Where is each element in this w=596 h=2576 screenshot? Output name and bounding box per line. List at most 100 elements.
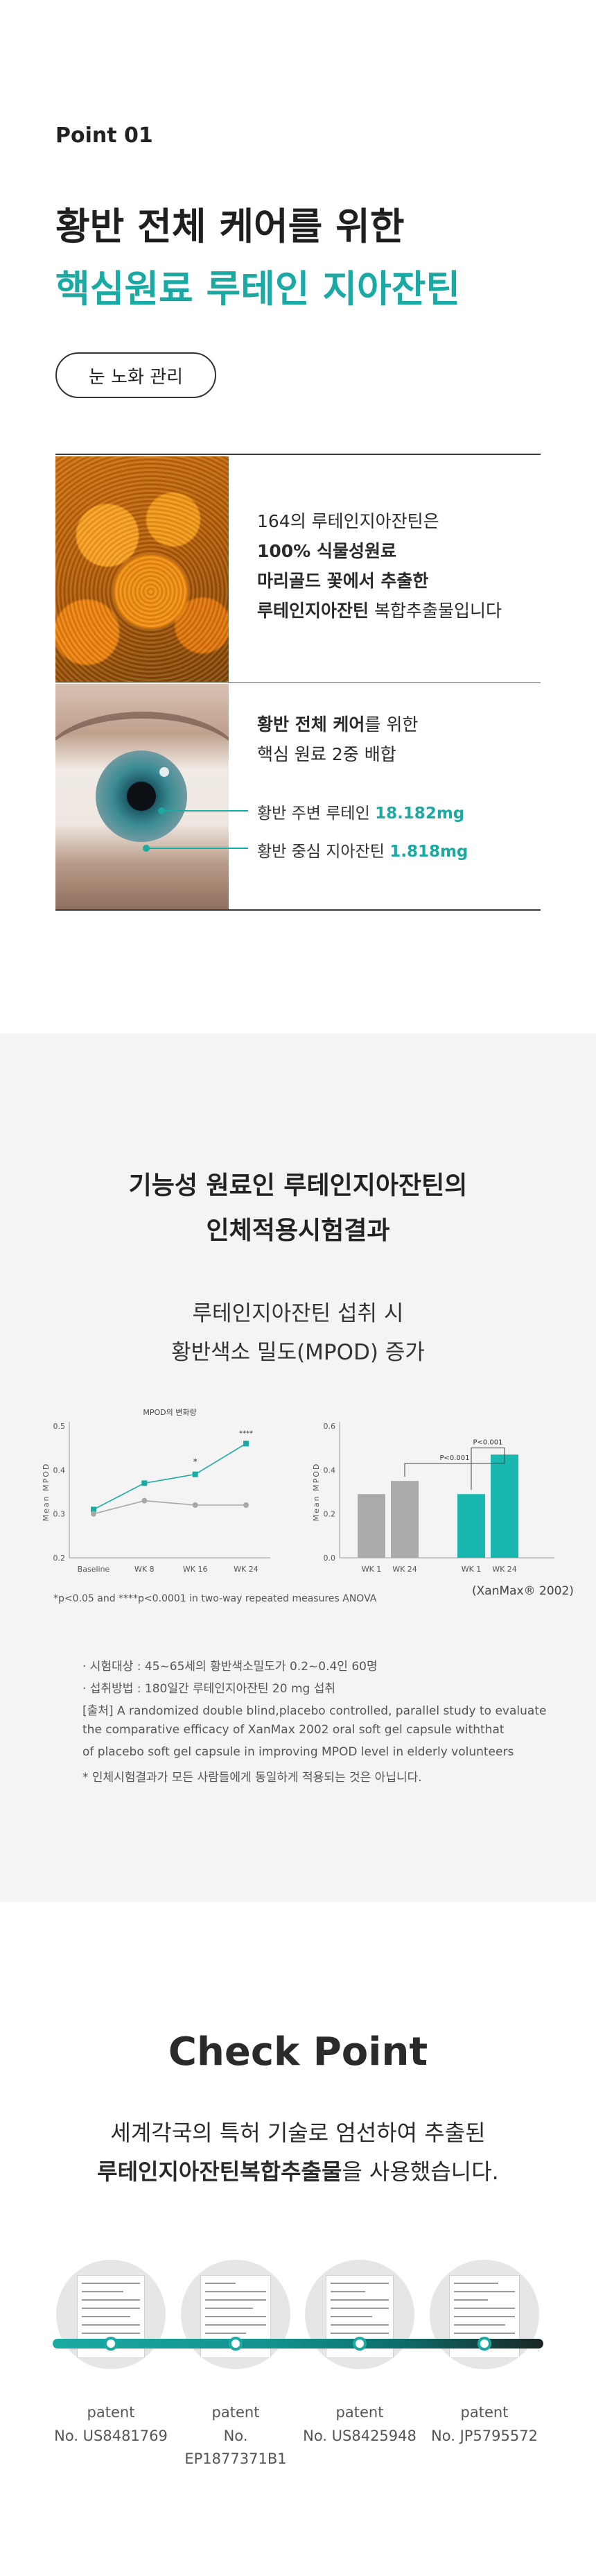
timeline-dot-3 — [353, 2337, 367, 2351]
ingredient-line2: 100% 식물성원료 — [257, 541, 396, 561]
patent-label-3: patent No. US8425948 — [297, 2401, 422, 2448]
eye-aging-tag: 눈 노화 관리 — [55, 352, 216, 398]
bar-chart-y-tick: 0.2 — [324, 1510, 336, 1519]
note-dosage: · 섭취방법 : 180일간 루테인지아잔틴 20 mg 섭취 — [82, 1682, 335, 1696]
bar-chart-annotation: P<0.001 — [439, 1454, 469, 1462]
patent-document-2 — [181, 2260, 290, 2369]
patent-number: No. US8481769 — [54, 2427, 168, 2444]
patent-label-4: patent No. JP5795572 — [422, 2401, 547, 2448]
line-chart-x-tick: WK 24 — [234, 1565, 258, 1574]
patent-document-4 — [430, 2260, 539, 2369]
stat-footnote: *p<0.05 and ****p<0.0001 in two-way repe… — [53, 1593, 377, 1604]
eyelid-shape — [55, 712, 229, 816]
timeline-dot-1 — [104, 2337, 118, 2351]
patent-label-text: patent — [460, 2404, 509, 2421]
line-chart-y-tick: 0.5 — [53, 1422, 66, 1431]
patent-number: No. US8425948 — [303, 2427, 417, 2444]
formula-line1: 황반 전체 케어를 위한 — [257, 714, 419, 735]
line-chart-point — [243, 1502, 249, 1508]
zeaxanthin-leader-dot — [143, 845, 150, 852]
headline-line1: 황반 전체 케어를 위한 — [55, 205, 405, 248]
headline-line2: 핵심원료 루테인 지아잔틴 — [55, 267, 461, 311]
line-chart-point — [91, 1511, 96, 1517]
bar-chart-x-tick: WK 24 — [492, 1565, 517, 1574]
clinical-title-line2: 인체적용시험결과 — [206, 1217, 390, 1245]
formula-text: 황반 전체 케어를 위한 핵심 원료 2중 배합 — [257, 710, 418, 769]
lutein-leader-dot — [158, 807, 165, 814]
formula-line2: 핵심 원료 2중 배합 — [257, 744, 396, 764]
note-subjects: · 시험대상 : 45~65세의 황반색소밀도가 0.2~0.4인 60명 — [82, 1660, 378, 1674]
line-chart-y-label: Mean MPOD — [42, 1463, 51, 1522]
line-chart-point — [192, 1471, 198, 1477]
lutein-leader-line — [161, 810, 248, 812]
bar-chart-bar — [457, 1494, 485, 1558]
line-chart-series-line — [93, 1443, 247, 1511]
mpod-bar-chart: 0.0 0.2 0.4 0.6 Mean MPOD WK 1 WK 24 WK 1 WK 24 P… — [312, 1422, 554, 1574]
line-chart-x-tick: WK 16 — [183, 1565, 208, 1574]
ingredient-line3: 마리골드 꽃에서 추출한 — [257, 571, 429, 591]
bar-chart-x-tick: WK 1 — [462, 1565, 482, 1574]
line-chart-y-tick: 0.2 — [53, 1554, 66, 1563]
lutein-callout: 황반 주변 루테인 18.182mg — [257, 805, 465, 823]
eye-photo — [55, 684, 229, 909]
line-chart-title: MPOD의 변화량 — [143, 1408, 196, 1417]
line-chart-annotation: **** — [239, 1429, 253, 1437]
bar-chart-x-tick: WK 1 — [362, 1565, 382, 1574]
patent-label-text: patent — [335, 2404, 384, 2421]
ingredient-line4: 루테인지아잔틴 복합추출물입니다 — [257, 601, 502, 621]
line-chart-series-line — [93, 1500, 246, 1515]
line-chart-point — [141, 1480, 148, 1486]
bar-chart-annotation: P<0.001 — [473, 1439, 502, 1447]
eye-glint — [159, 767, 169, 777]
note-source-1: [출처] A randomized double blind,placebo c… — [82, 1704, 547, 1718]
patent-timeline-bar — [53, 2339, 543, 2349]
timeline-dot-4 — [477, 2337, 491, 2351]
clinical-sub-line1: 루테인지아잔틴 섭취 시 — [192, 1301, 404, 1326]
timeline-dot-2 — [229, 2337, 243, 2351]
bar-chart-bar — [358, 1494, 385, 1558]
bar-chart-y-label: Mean MPOD — [312, 1463, 321, 1522]
bar-chart-y-tick: 0.0 — [324, 1554, 336, 1563]
patent-document-1 — [56, 2260, 166, 2369]
note-source-2: the comparative efficacy of XanMax 2002 … — [82, 1723, 505, 1737]
checkpoint-title: Check Point — [168, 2029, 428, 2075]
ingredient-text: 164의 루테인지아잔틴은 100% 식물성원료 마리골드 꽃에서 추출한 루테… — [257, 506, 502, 626]
zeaxanthin-leader-line — [146, 848, 248, 849]
line-chart-annotation: * — [193, 1457, 198, 1467]
clinical-title-line1: 기능성 원료인 루테인지아잔틴의 — [128, 1171, 468, 1200]
iris-shape — [96, 750, 187, 842]
divider-bottom — [55, 909, 541, 911]
checkpoint-sub-line1: 세계각국의 특허 기술로 엄선하여 추출된 — [110, 2120, 486, 2146]
marigold-photo — [55, 456, 229, 682]
divider-middle — [55, 682, 541, 683]
line-chart-y-tick: 0.3 — [53, 1510, 66, 1519]
note-disclaimer: * 인체시험결과가 모든 사람들에게 동일하게 적용되는 것은 아닙니다. — [82, 1771, 422, 1785]
patent-label-text: patent — [87, 2404, 135, 2421]
checkpoint-section — [0, 1902, 596, 2576]
patent-number: No. EP1877371B1 — [184, 2427, 287, 2468]
bar-chart-y-tick: 0.6 — [324, 1422, 336, 1431]
patent-label-1: patent No. US8481769 — [49, 2401, 173, 2448]
bar-chart-bar — [491, 1454, 518, 1558]
note-source-3: of placebo soft gel capsule in improving… — [82, 1745, 514, 1759]
tag-label: 눈 노화 관리 — [88, 366, 184, 388]
line-chart-point — [141, 1497, 148, 1504]
bar-chart-bar — [391, 1481, 419, 1558]
point-label: Point 01 — [55, 123, 153, 148]
divider-top — [55, 454, 541, 455]
checkpoint-sub-line2: 루테인지아잔틴복합추출물을 사용했습니다. — [97, 2158, 499, 2185]
line-chart-point — [91, 1506, 96, 1513]
clinical-sub-line2: 황반색소 밀도(MPOD) 증가 — [171, 1340, 425, 1365]
bar-chart-bracket — [404, 1450, 505, 1477]
ingredient-line1: 164의 루테인지아잔틴은 — [257, 511, 439, 531]
mpod-line-chart: MPOD의 변화량 0.2 0.3 0.4 0.5 Mean MPOD Baseline WK… — [42, 1408, 270, 1574]
patent-label-text: patent — [211, 2404, 260, 2421]
bar-chart-y-tick: 0.4 — [324, 1466, 336, 1475]
line-chart-x-tick: WK 8 — [134, 1565, 155, 1574]
line-chart-y-tick: 0.4 — [53, 1466, 66, 1475]
line-chart-x-tick: Baseline — [78, 1565, 110, 1574]
data-source: (XanMax® 2002) — [472, 1584, 574, 1598]
patent-label-2: patent No. EP1877371B1 — [173, 2401, 298, 2471]
zeaxanthin-callout: 황반 중심 지아잔틴 1.818mg — [257, 843, 468, 861]
